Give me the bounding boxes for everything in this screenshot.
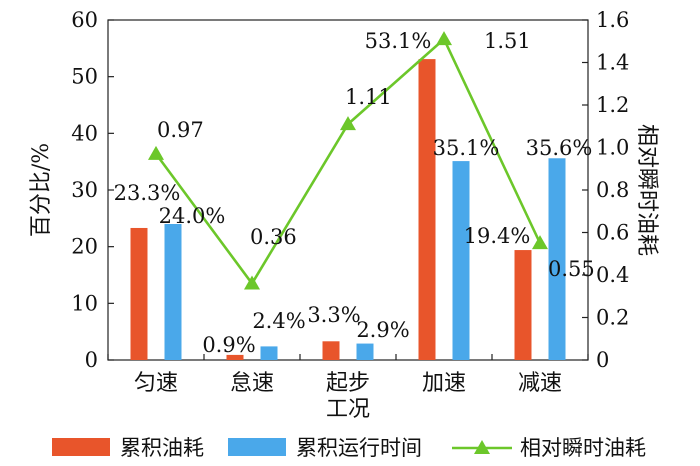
left-axis: 0 10 20 30 40 50 60 (71, 8, 114, 372)
bar-value-label: 19.4% (464, 224, 531, 248)
bar-time (164, 224, 182, 360)
legend-swatch (52, 438, 110, 456)
x-tick-label: 怠速 (230, 371, 274, 396)
line-value-label: 1.51 (484, 29, 531, 53)
legend-swatch (228, 438, 286, 456)
bar-value-label: 35.1% (433, 136, 500, 160)
bar-value-label: 3.3% (307, 303, 360, 327)
right-tick-label: 0 (596, 348, 609, 372)
bar-value-label: 2.9% (356, 318, 409, 342)
right-tick-label: 0.8 (596, 178, 629, 202)
bar-fuel (514, 250, 532, 360)
line-value-label: 0.36 (250, 225, 297, 249)
legend-label: 相对瞬时油耗 (520, 436, 646, 460)
right-tick-label: 0.6 (596, 221, 629, 245)
legend-label: 累积运行时间 (296, 436, 422, 460)
legend: 累积油耗 累积运行时间 相对瞬时油耗 (52, 436, 646, 460)
bar-fuel (130, 227, 148, 360)
line-marker (436, 31, 452, 46)
bars-layer (130, 59, 566, 360)
bar-value-label: 24.0% (159, 204, 226, 228)
bar-value-label: 0.9% (202, 333, 255, 357)
data-labels-layer: 23.3% 0.9% 3.3% 53.1% 19.4% 24.0% 2.4% 2.9% 35.1… (114, 29, 595, 357)
line-value-label: 0.55 (548, 257, 595, 281)
bar-value-label: 35.6% (526, 136, 593, 160)
bar-time (260, 346, 278, 360)
bar-value-label: 53.1% (365, 29, 432, 53)
legend-marker (474, 440, 490, 454)
x-tick-label: 加速 (422, 371, 466, 396)
right-axis: 0 0.2 0.4 0.6 0.8 1.0 1.2 1.4 1.6 (582, 8, 629, 372)
right-tick-label: 0.2 (596, 306, 629, 330)
line-marker (148, 145, 164, 160)
bar-value-label: 2.4% (252, 309, 305, 333)
bar-fuel (226, 354, 244, 360)
line-value-label: 0.97 (157, 118, 204, 142)
x-tick-label: 匀速 (134, 371, 178, 396)
legend-label: 累积油耗 (120, 436, 204, 460)
bar-value-label: 23.3% (114, 181, 181, 205)
x-tick-label: 起步 (326, 371, 370, 396)
left-tick-label: 20 (71, 235, 98, 259)
bar-fuel (418, 59, 436, 360)
line-layer (148, 31, 548, 290)
left-tick-label: 0 (85, 348, 98, 372)
line-marker (532, 235, 548, 250)
right-tick-label: 1.2 (596, 93, 629, 117)
left-tick-label: 40 (71, 121, 98, 145)
y-axis-title: 百分比/% (29, 143, 54, 237)
line-marker (244, 275, 260, 290)
x-axis: 匀速 怠速 起步 加速 减速 (107, 354, 589, 396)
left-tick-label: 60 (71, 8, 98, 32)
left-tick-label: 50 (71, 65, 98, 89)
x-axis-title: 工况 (326, 397, 370, 422)
bar-fuel (322, 341, 340, 360)
left-tick-label: 30 (71, 178, 98, 202)
right-tick-label: 1.4 (596, 51, 629, 75)
right-tick-label: 1.6 (596, 8, 629, 32)
line-marker (340, 116, 356, 131)
bar-time (356, 343, 374, 360)
right-tick-label: 0.4 (596, 263, 629, 287)
line-value-label: 1.11 (345, 85, 392, 109)
bar-time (548, 158, 566, 360)
right-tick-label: 1.0 (596, 136, 629, 160)
x-tick-label: 减速 (518, 371, 562, 396)
left-tick-label: 10 (71, 291, 98, 315)
bar-time (452, 161, 470, 360)
y2-axis-title: 相对瞬时油耗 (634, 124, 659, 256)
